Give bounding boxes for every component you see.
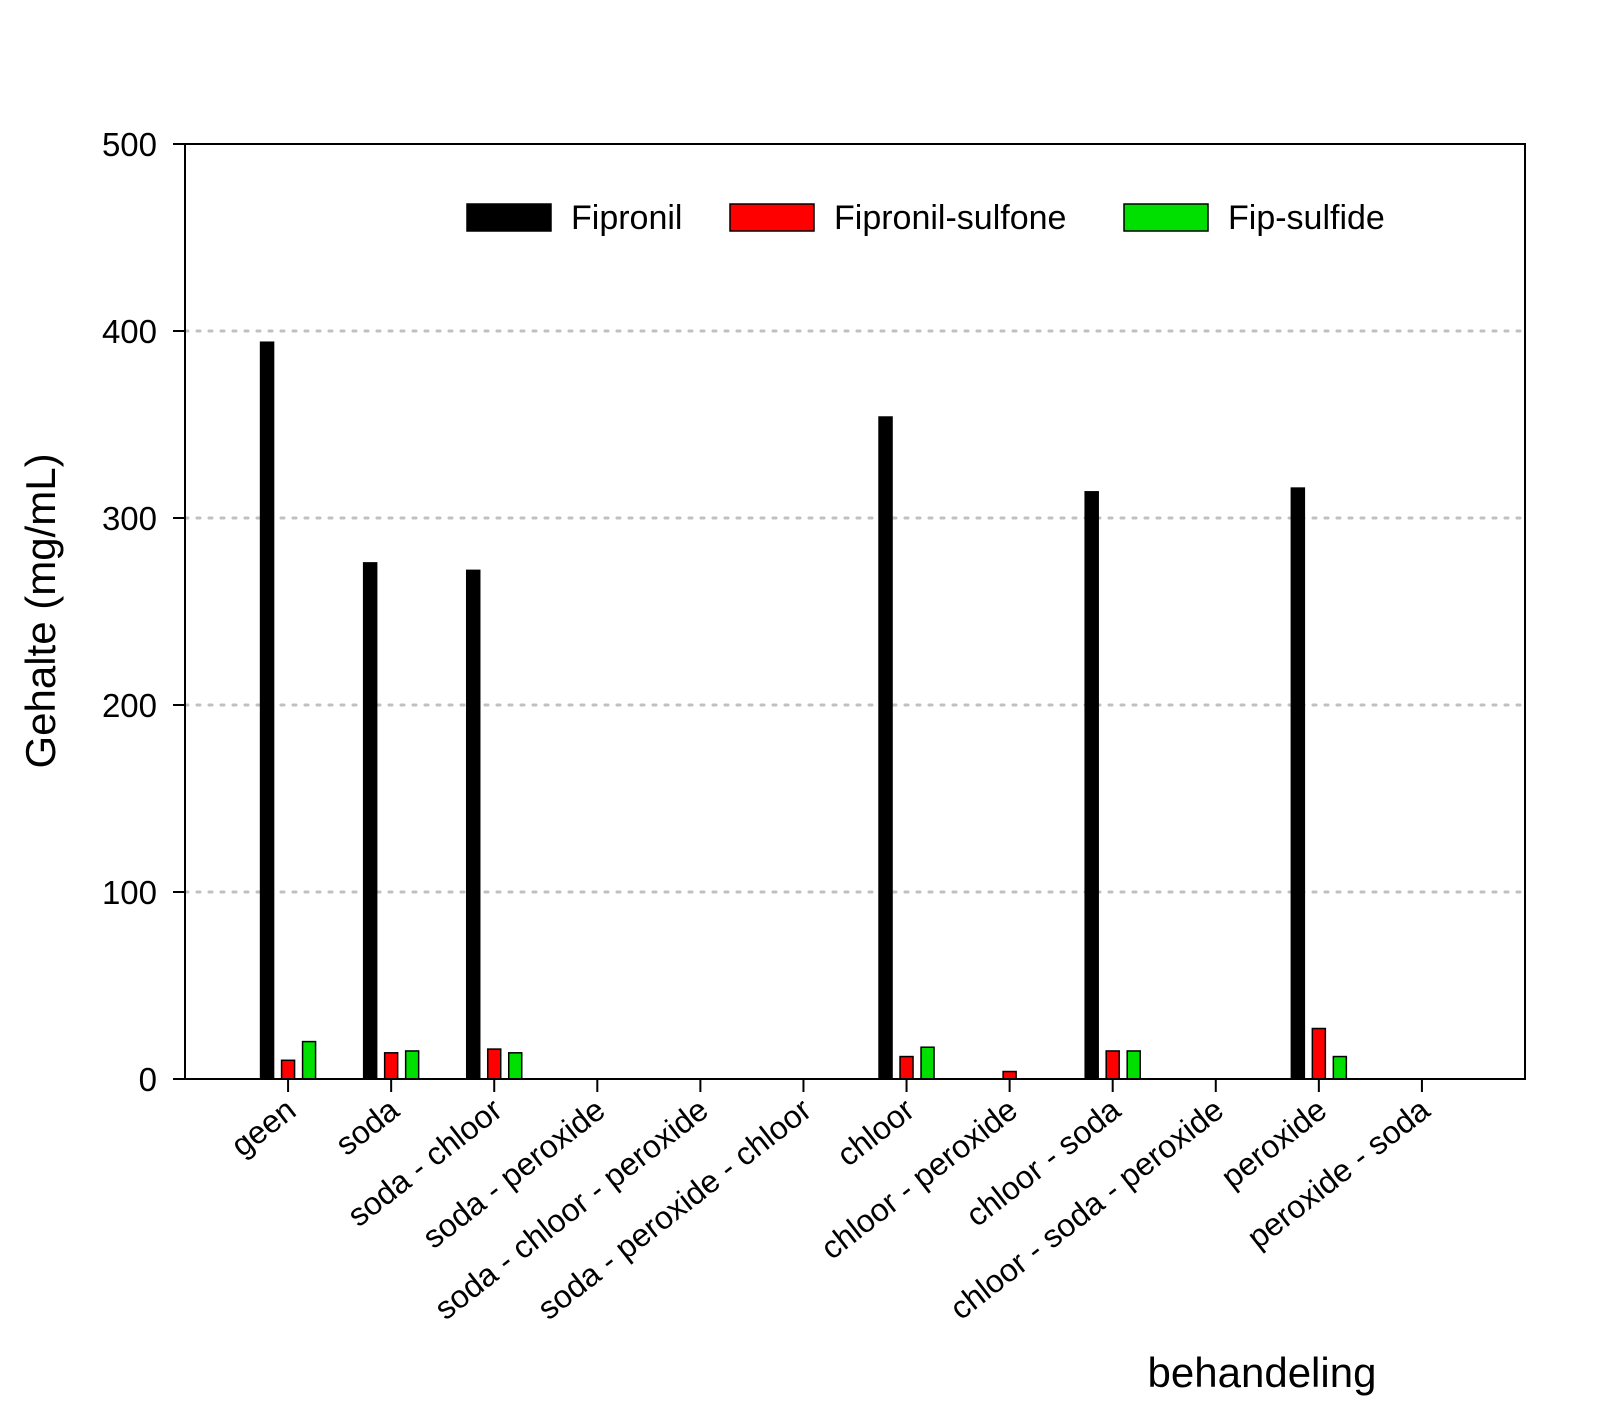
- legend-label: Fipronil-sulfone: [834, 199, 1066, 237]
- bar-fip-sulfide: [404, 1050, 420, 1080]
- bar-fipronil: [1290, 487, 1306, 1080]
- bar-fip-sulfide: [1332, 1055, 1348, 1080]
- y-tick-label: 200: [102, 687, 157, 724]
- y-tick-label: 100: [102, 874, 157, 911]
- bar-fipronil: [1084, 491, 1099, 1080]
- bar-fip-sulfide: [507, 1052, 523, 1080]
- x-axis-title: behandeling: [1148, 1349, 1377, 1396]
- y-tick-label: 300: [102, 500, 157, 537]
- bar-fipronil-sulfone: [899, 1055, 914, 1080]
- bar-fip-sulfide: [1126, 1050, 1141, 1080]
- bar-fipronil-sulfone: [383, 1052, 399, 1080]
- legend-swatch: [1123, 203, 1209, 232]
- x-tick-label: soda: [329, 1091, 406, 1162]
- legend-swatch: [466, 203, 552, 232]
- bar-fipronil: [878, 416, 893, 1080]
- y-tick-label: 500: [102, 126, 157, 163]
- bar-fipronil-sulfone: [1105, 1050, 1120, 1080]
- legend: Fipronil Fipronil-sulfone Fip-sulfide: [466, 199, 1385, 237]
- x-tick-label: geen: [224, 1091, 302, 1163]
- bar-fipronil: [362, 562, 378, 1080]
- bar-fipronil-sulfone: [280, 1059, 296, 1080]
- x-tick-label: peroxide - soda: [1240, 1091, 1436, 1255]
- legend-label: Fipronil: [571, 199, 682, 237]
- bar-fip-sulfide: [920, 1046, 935, 1080]
- bar-fipronil: [465, 569, 481, 1080]
- x-tick-label: chloor: [830, 1091, 921, 1173]
- bar-fipronil-sulfone: [1311, 1027, 1327, 1080]
- legend-label: Fip-sulfide: [1228, 199, 1385, 237]
- y-tick-label: 0: [139, 1061, 157, 1098]
- plot-frame: [184, 143, 1526, 1080]
- legend-swatch: [729, 203, 815, 232]
- y-tick-label: 400: [102, 313, 157, 350]
- bar-fip-sulfide: [301, 1040, 317, 1080]
- gridlines: [183, 329, 1527, 894]
- bars: [259, 341, 1348, 1080]
- bar-fipronil: [259, 341, 275, 1080]
- y-axis: 0 100 200 300 400 500: [102, 126, 185, 1098]
- y-axis-title: Gehalte (mg/mL): [17, 453, 64, 768]
- bar-fipronil-sulfone: [1002, 1070, 1017, 1080]
- bar-fipronil-sulfone: [486, 1048, 502, 1080]
